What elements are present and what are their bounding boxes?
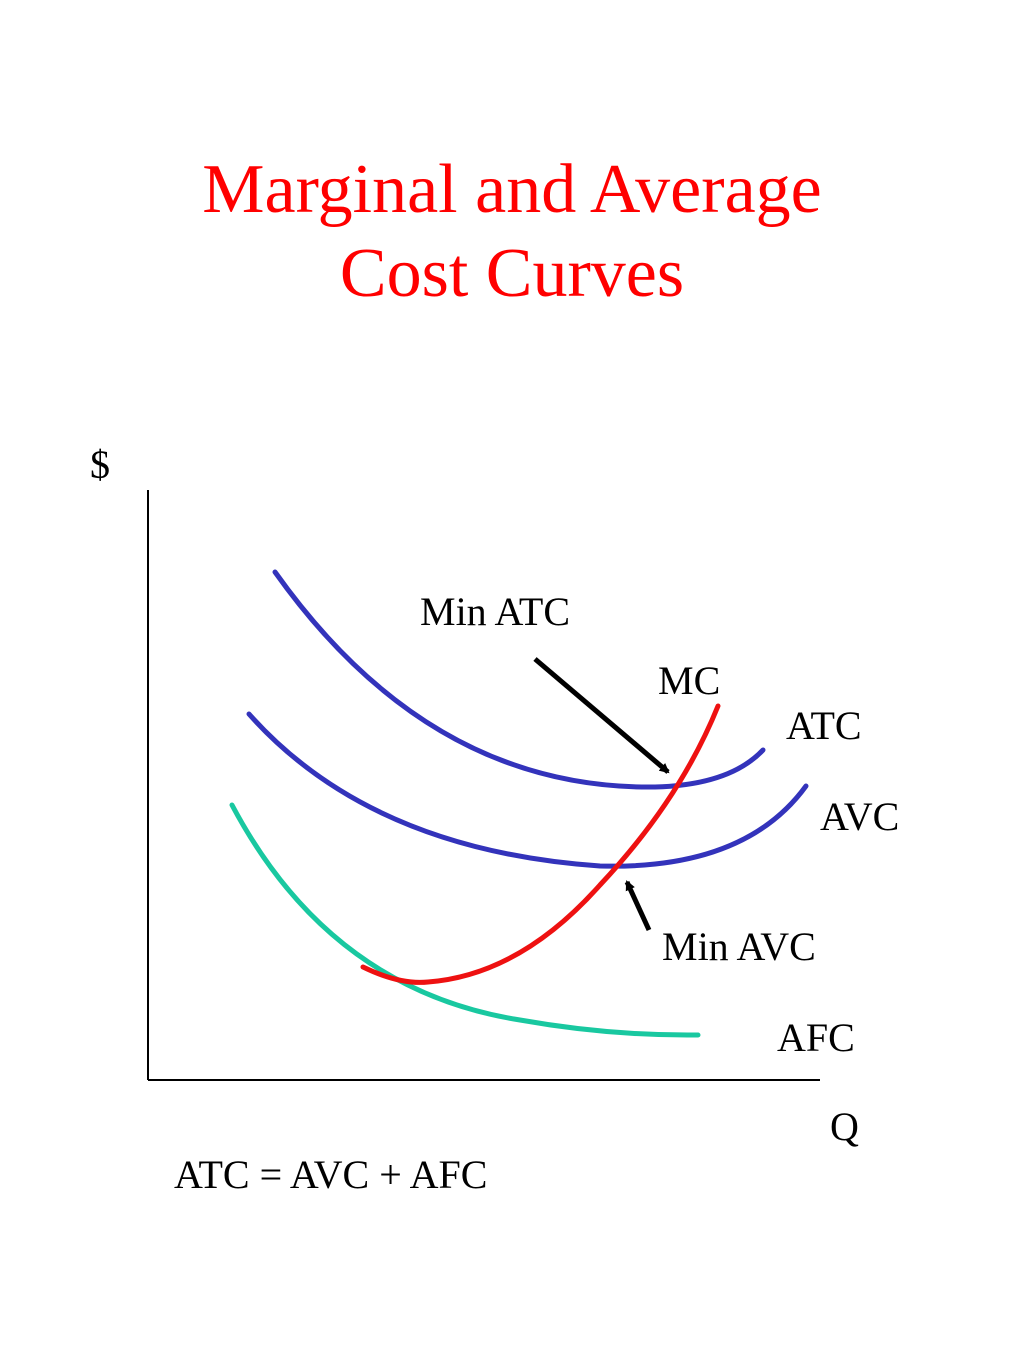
mc-curve [360, 703, 721, 985]
min-atc-arrow [533, 657, 670, 774]
min-atc-label: Min ATC [420, 589, 570, 634]
avc-curve [246, 711, 809, 869]
atc-curve [272, 569, 766, 790]
y-axis-label: $ [90, 442, 110, 487]
mc-label: MC [658, 658, 720, 703]
title-line-2: Cost Curves [339, 235, 685, 312]
afc-label: AFC [777, 1015, 855, 1060]
afc-curve [229, 802, 701, 1038]
atc-label: ATC [786, 703, 862, 748]
x-axis-label: Q [830, 1104, 859, 1149]
min-avc-arrow [624, 880, 652, 932]
slide-title: Marginal and Average Cost Curves [0, 148, 1024, 316]
avc-label: AVC [820, 794, 899, 839]
min-avc-label: Min AVC [662, 924, 816, 969]
equation-text: ATC = AVC + AFC [174, 1152, 487, 1197]
title-line-1: Marginal and Average [202, 151, 822, 228]
